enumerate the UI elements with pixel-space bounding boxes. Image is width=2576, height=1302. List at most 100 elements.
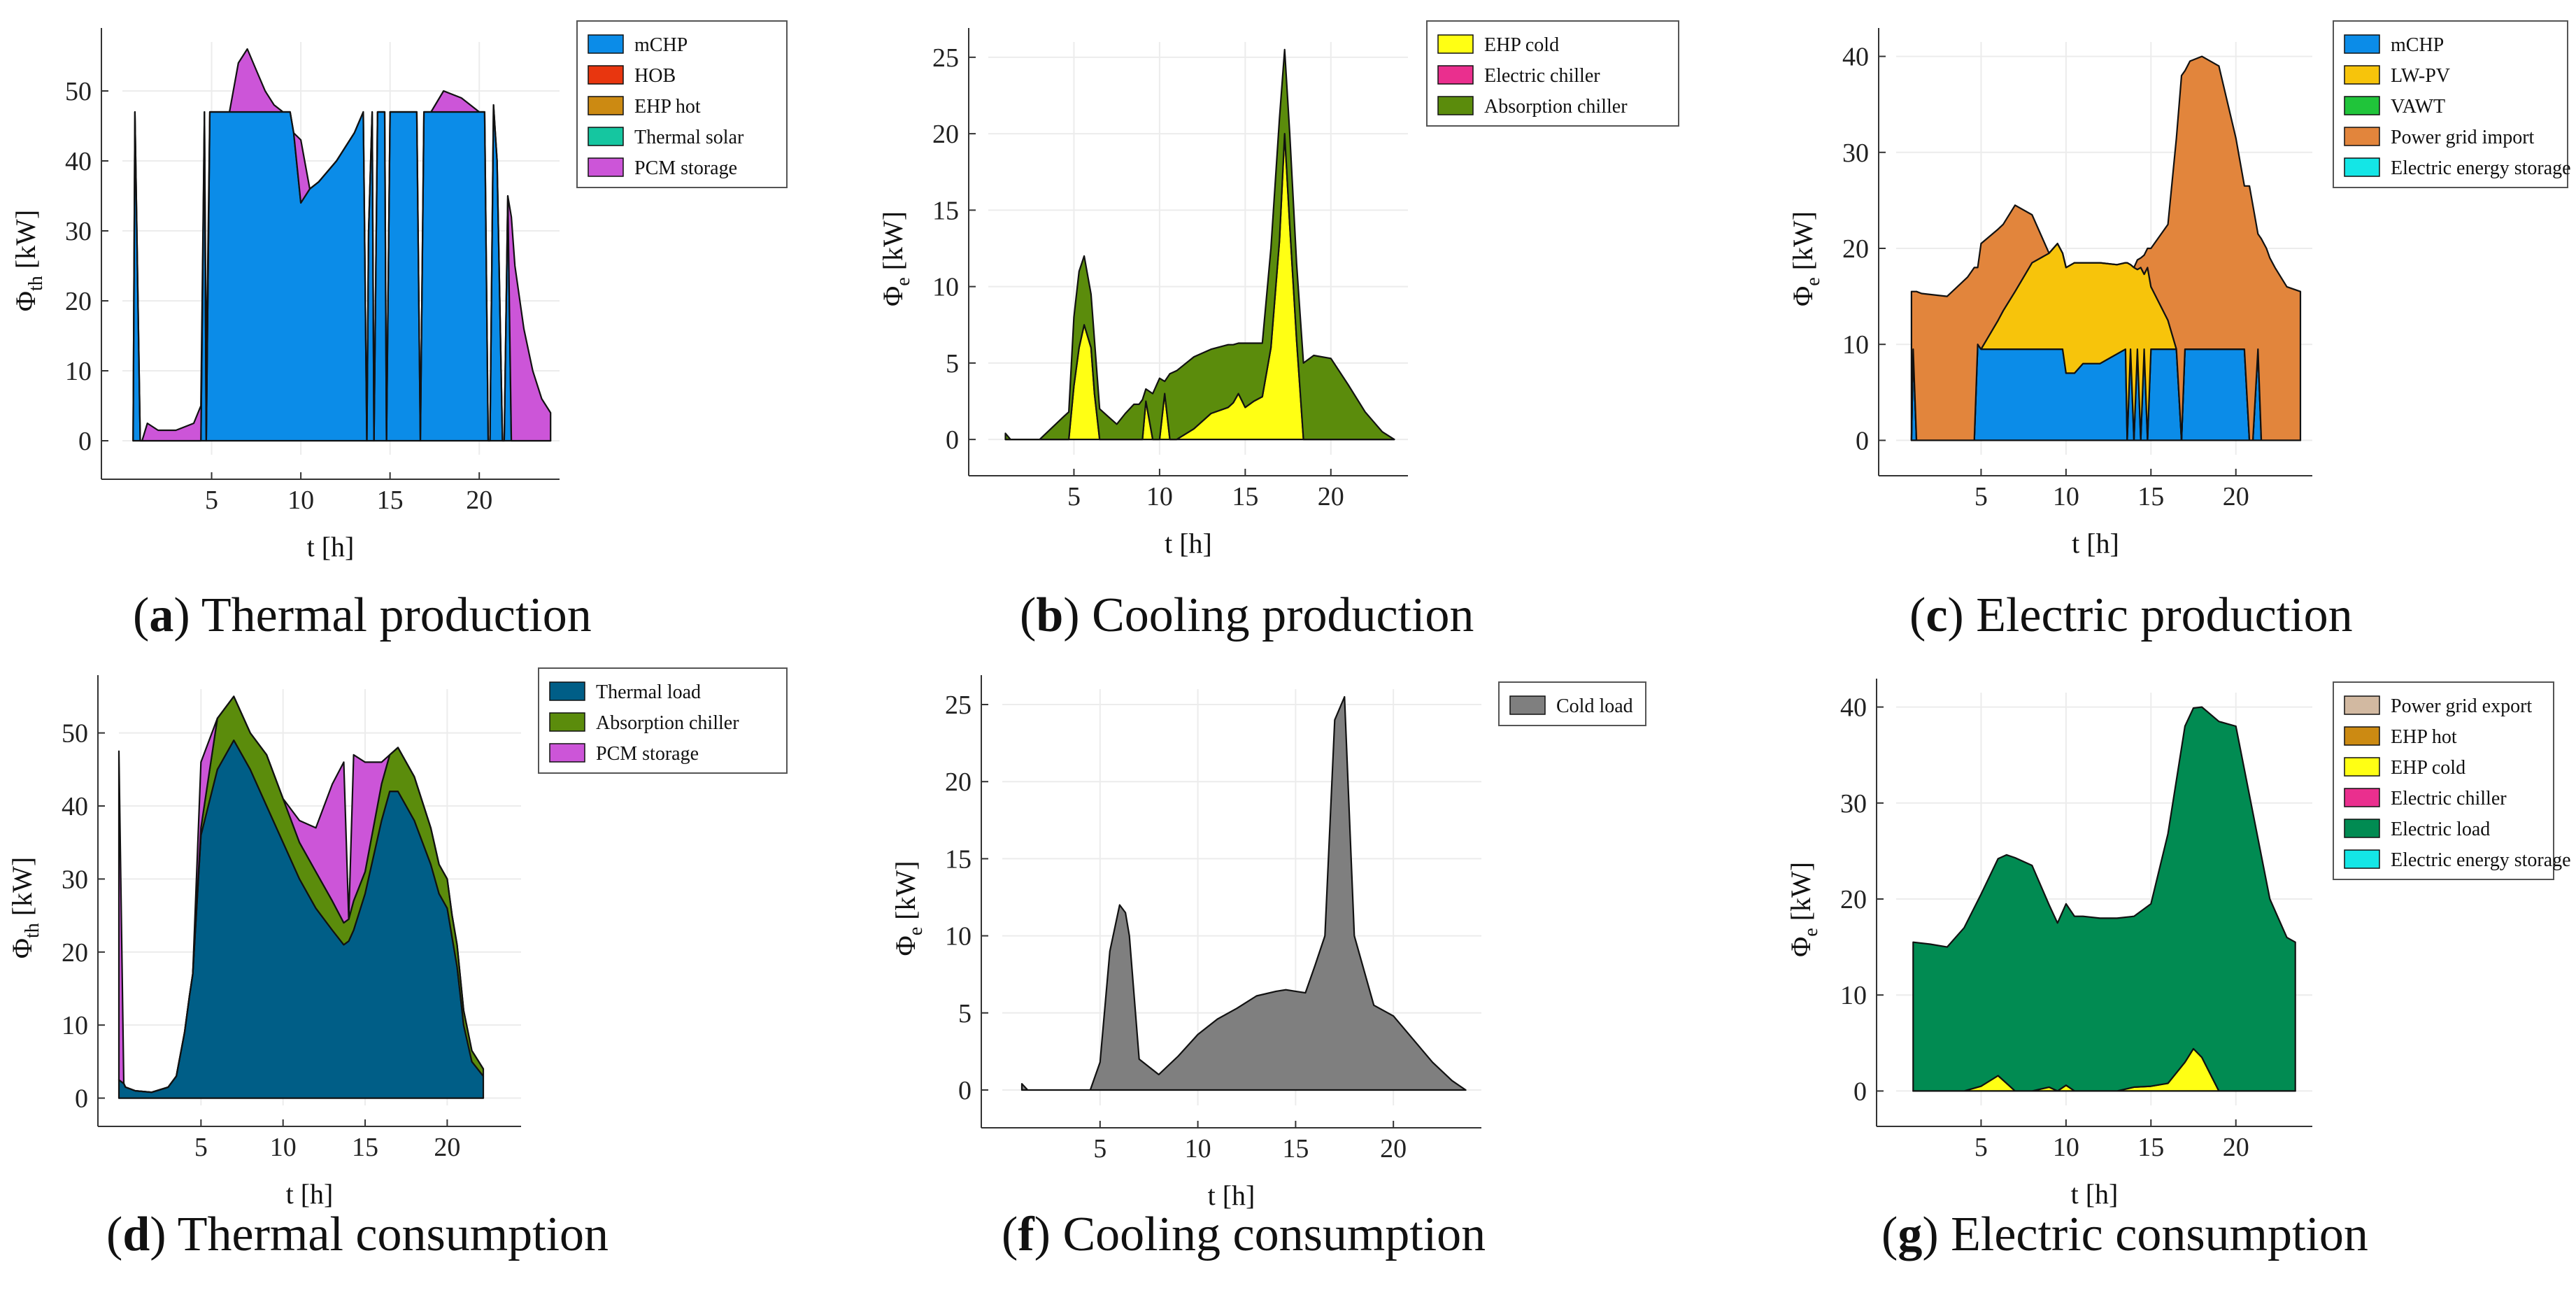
- x-tick-label: 20: [1380, 1134, 1407, 1163]
- area-pcm-storage: [132, 48, 552, 442]
- y-tick-label: 20: [945, 767, 972, 797]
- legend-swatch: [549, 743, 585, 763]
- x-tick-label: 5: [1067, 482, 1081, 511]
- legend-label: LW-PV: [2391, 65, 2450, 87]
- legend-label: Electric load: [2391, 819, 2490, 840]
- x-tick-label: 10: [2053, 1133, 2079, 1162]
- y-axis-label-main: Φ: [1787, 286, 1819, 306]
- caption-g: (g) Electric consumption: [1881, 1208, 2368, 1261]
- y-tick-label: 40: [65, 147, 92, 176]
- y-tick-label: 0: [78, 427, 92, 456]
- x-tick-label: 15: [352, 1133, 378, 1162]
- x-tick-label: 10: [270, 1133, 297, 1162]
- legend-swatch: [549, 681, 585, 701]
- y-axis-label: Φe [kW]: [877, 211, 914, 306]
- legend-swatch: [2344, 849, 2380, 869]
- legend-swatch: [2344, 34, 2380, 54]
- legend-label: Electric chiller: [1484, 65, 1600, 87]
- legend: mCHP HOB EHP hot Thermal solar PCM storage: [576, 20, 788, 188]
- caption-b: (b) Cooling production: [1020, 588, 1474, 642]
- y-tick-label: 25: [945, 691, 972, 720]
- legend: EHP cold Electric chiller Absorption chill…: [1426, 20, 1679, 127]
- y-tick-label: 10: [932, 273, 959, 302]
- legend-label: HOB: [634, 65, 676, 87]
- x-axis-label: t [h]: [307, 531, 355, 562]
- legend: Cold load: [1498, 681, 1646, 726]
- x-tick-label: 15: [1282, 1134, 1309, 1163]
- legend-swatch: [588, 157, 624, 177]
- legend-label: Cold load: [1556, 695, 1633, 717]
- legend-swatch: [1509, 695, 1546, 715]
- x-tick-label: 5: [1093, 1134, 1106, 1163]
- legend-swatch: [2344, 757, 2380, 777]
- chart-thermal-consumption: 5 10 15 20 0 10 20 30 40 50 t [h] Φth [kW] Thermal l…: [6, 667, 788, 1210]
- area-thermal-load: [118, 740, 485, 1099]
- x-tick-label: 15: [1232, 482, 1258, 511]
- legend: mCHP LW-PV VAWT Power grid import Electric e…: [2333, 20, 2571, 188]
- chart-panel-a: 5 10 15 20 0 10 20 30 40 50 t [h] Φth [kW] mCHP HOB EH…: [0, 0, 859, 651]
- caption-a-letter: a: [149, 588, 174, 642]
- legend-label: Absorption chiller: [1484, 96, 1628, 118]
- legend-label: mCHP: [2391, 34, 2444, 56]
- legend-label: mCHP: [634, 34, 688, 56]
- x-tick-label: 10: [1146, 482, 1173, 511]
- legend-label: EHP cold: [1484, 34, 1559, 56]
- caption-c: (c) Electric production: [1909, 588, 2353, 642]
- y-tick-label: 40: [62, 792, 88, 821]
- y-axis-label-sub: e: [1802, 277, 1824, 285]
- y-tick-label: 30: [62, 865, 88, 894]
- caption-a-text: Thermal production: [190, 588, 592, 642]
- legend-label: EHP hot: [2391, 726, 2457, 748]
- y-axis-label: Φth [kW]: [10, 210, 47, 311]
- chart-panel-f: 5 10 15 20 0 5 10 15 20 25 t [h] Φe [kW] Cold load: [859, 651, 1718, 1302]
- y-axis-label-main: Φ: [1785, 937, 1816, 957]
- y-tick-label: 20: [62, 938, 88, 968]
- caption-f: (f) Cooling consumption: [1002, 1208, 1486, 1261]
- chart-panel-d: 5 10 15 20 0 10 20 30 40 50 t [h] Φth [kW] Thermal l…: [0, 651, 859, 1302]
- y-tick-label: 15: [945, 844, 972, 874]
- legend-swatch: [2344, 65, 2380, 85]
- area-absorption-chiller: [1004, 48, 1395, 441]
- caption-b-text: Cooling production: [1079, 588, 1474, 642]
- y-tick-label: 30: [1840, 789, 1867, 819]
- y-tick-label: 20: [1840, 885, 1867, 914]
- y-tick-label: 40: [1840, 693, 1867, 723]
- x-tick-label: 20: [2223, 482, 2249, 511]
- area-electric-load: [1912, 706, 2296, 1092]
- y-tick-label: 0: [946, 425, 959, 455]
- y-tick-label: 10: [65, 357, 92, 386]
- legend-swatch: [2344, 96, 2380, 115]
- y-tick-label: 50: [62, 719, 88, 749]
- y-axis-label-unit: [kW]: [890, 861, 921, 926]
- caption-c-letter: c: [1926, 588, 1948, 642]
- y-axis-label-unit: [kW]: [10, 210, 41, 276]
- y-tick-label: 0: [1856, 426, 1869, 455]
- legend-swatch: [1437, 96, 1474, 115]
- series-areas: [1912, 706, 2296, 1092]
- y-axis-label: Φe [kW]: [1787, 211, 1824, 306]
- y-axis-label-sub: e: [1800, 928, 1822, 936]
- legend-label: Power grid export: [2391, 695, 2532, 717]
- y-axis-label: Φth [kW]: [6, 857, 43, 958]
- y-tick-label: 10: [1840, 981, 1867, 1010]
- y-tick-label: 30: [65, 217, 92, 246]
- x-axis-label: t [h]: [1208, 1180, 1255, 1211]
- y-tick-label: 30: [1842, 139, 1869, 168]
- legend-swatch: [1437, 65, 1474, 85]
- chart-panel-c: 5 10 15 20 0 10 20 30 40 t [h] Φe [kW] mCHP LW-PV VAW…: [1718, 0, 2576, 651]
- y-axis-label-unit: [kW]: [1787, 211, 1819, 277]
- legend-label: VAWT: [2391, 96, 2445, 118]
- y-axis-label-sub: e: [905, 927, 927, 935]
- caption-g-text: Electric consumption: [1938, 1208, 2368, 1261]
- legend-swatch: [1437, 34, 1474, 54]
- legend-label: PCM storage: [634, 157, 737, 179]
- y-axis-label-main: Φ: [877, 286, 909, 306]
- x-tick-label: 10: [2053, 482, 2079, 511]
- legend-swatch: [588, 96, 624, 115]
- series-areas: [1020, 695, 1467, 1091]
- legend-label: Thermal solar: [634, 127, 744, 148]
- y-tick-label: 0: [958, 1076, 972, 1105]
- legend-box: [2333, 681, 2554, 880]
- legend-swatch: [2344, 819, 2380, 838]
- y-tick-label: 10: [62, 1011, 88, 1040]
